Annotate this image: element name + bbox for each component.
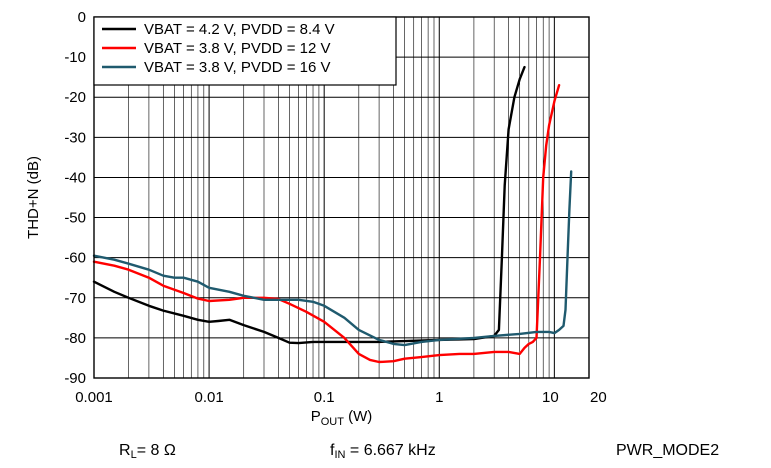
legend-label: VBAT = 3.8 V, PVDD = 12 V: [144, 40, 331, 57]
series-line-2: [92, 84, 561, 364]
y-tick-label: -30: [64, 129, 86, 146]
x-tick-label: 20: [590, 389, 607, 406]
legend-box: [93, 16, 397, 86]
y-tick-label: 0: [78, 9, 86, 26]
x-tick-label: 0.1: [314, 389, 335, 406]
input-frequency-label: fIN = 6.667 kHz: [330, 442, 436, 461]
y-tick-label: -70: [64, 290, 86, 307]
y-axis-title: THD+N (dB): [25, 156, 42, 239]
x-axis-ticks: 0.001 0.01 0.1 1 10 20: [75, 389, 606, 406]
y-axis-ticks: 0 -10 -20 -30 -40 -50 -60 -70 -80 -90: [64, 9, 86, 387]
x-tick-label: 0.01: [194, 389, 223, 406]
legend: VBAT = 4.2 V, PVDD = 8.4 V VBAT = 3.8 V, …: [93, 16, 397, 86]
x-tick-label: 0.001: [75, 389, 113, 406]
y-tick-label: -20: [64, 89, 86, 106]
series-layer: [92, 65, 573, 364]
load-resistance-label: RL= 8 Ω: [119, 442, 176, 461]
series-line-3: [92, 170, 573, 347]
y-tick-label: -60: [64, 250, 86, 267]
legend-label: VBAT = 4.2 V, PVDD = 8.4 V: [144, 21, 335, 38]
legend-label: VBAT = 3.8 V, PVDD = 16 V: [144, 59, 331, 76]
x-axis-title: POUT (W): [311, 408, 373, 428]
y-tick-label: -40: [64, 169, 86, 186]
y-tick-label: -10: [64, 49, 86, 66]
x-tick-label: 10: [542, 389, 559, 406]
y-tick-label: -90: [64, 370, 86, 387]
y-tick-label: -50: [64, 210, 86, 227]
power-mode-label: PWR_MODE2: [616, 442, 720, 459]
y-tick-label: -80: [64, 330, 86, 347]
x-tick-label: 1: [435, 389, 443, 406]
series-line-1: [92, 65, 526, 345]
